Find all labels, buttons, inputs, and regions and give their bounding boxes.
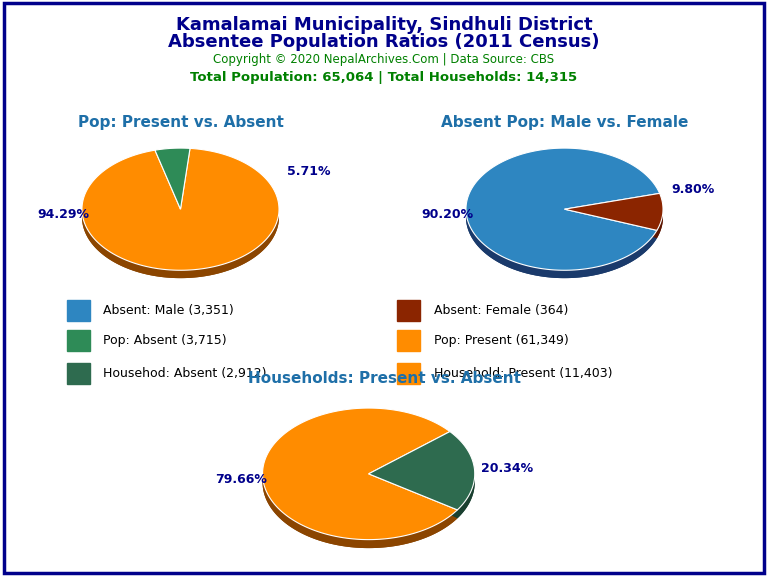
Text: Pop: Present vs. Absent: Pop: Present vs. Absent	[78, 115, 283, 130]
Text: Household: Present (11,403): Household: Present (11,403)	[433, 367, 612, 380]
Text: 90.20%: 90.20%	[422, 207, 474, 221]
FancyBboxPatch shape	[397, 331, 420, 351]
Polygon shape	[155, 148, 190, 209]
Polygon shape	[657, 209, 663, 238]
Text: 79.66%: 79.66%	[215, 473, 266, 486]
FancyBboxPatch shape	[67, 331, 90, 351]
Text: 20.34%: 20.34%	[481, 462, 533, 475]
Polygon shape	[82, 210, 279, 278]
Polygon shape	[458, 474, 475, 518]
Polygon shape	[466, 156, 660, 278]
Text: Pop: Absent (3,715): Pop: Absent (3,715)	[103, 335, 227, 347]
FancyBboxPatch shape	[397, 300, 420, 321]
Text: Absent: Female (364): Absent: Female (364)	[433, 304, 568, 317]
Polygon shape	[369, 440, 475, 518]
Polygon shape	[263, 408, 458, 540]
FancyBboxPatch shape	[67, 363, 90, 384]
Text: Pop: Present (61,349): Pop: Present (61,349)	[433, 335, 568, 347]
Text: Total Population: 65,064 | Total Households: 14,315: Total Population: 65,064 | Total Househo…	[190, 71, 578, 85]
Text: 5.71%: 5.71%	[287, 165, 330, 178]
Text: Kamalamai Municipality, Sindhuli District: Kamalamai Municipality, Sindhuli Distric…	[176, 16, 592, 34]
FancyBboxPatch shape	[67, 300, 90, 321]
Text: 9.80%: 9.80%	[671, 183, 714, 196]
Text: Households: Present vs. Absent: Households: Present vs. Absent	[247, 371, 521, 386]
Polygon shape	[263, 416, 458, 548]
Polygon shape	[369, 431, 475, 510]
Text: Copyright © 2020 NepalArchives.Com | Data Source: CBS: Copyright © 2020 NepalArchives.Com | Dat…	[214, 53, 554, 66]
Polygon shape	[82, 149, 279, 270]
Text: Absent Pop: Male vs. Female: Absent Pop: Male vs. Female	[441, 115, 688, 130]
Polygon shape	[263, 474, 458, 548]
Polygon shape	[466, 210, 657, 278]
Polygon shape	[564, 201, 663, 238]
Text: 94.29%: 94.29%	[38, 207, 90, 221]
Text: Househod: Absent (2,912): Househod: Absent (2,912)	[103, 367, 266, 380]
Polygon shape	[564, 194, 663, 230]
Text: Absentee Population Ratios (2011 Census): Absentee Population Ratios (2011 Census)	[168, 33, 600, 51]
Polygon shape	[82, 156, 279, 278]
Polygon shape	[466, 148, 660, 270]
FancyBboxPatch shape	[397, 363, 420, 384]
Text: Absent: Male (3,351): Absent: Male (3,351)	[103, 304, 234, 317]
